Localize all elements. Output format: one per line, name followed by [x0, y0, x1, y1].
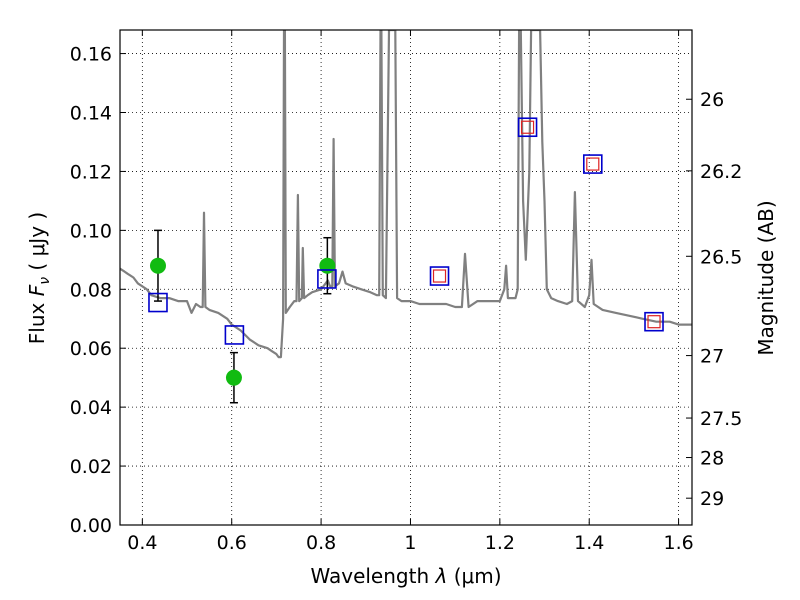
upper-point	[586, 157, 600, 171]
right-axis-label: Magnitude (AB)	[754, 200, 778, 355]
x-axis-label-symbol: λ	[435, 564, 448, 588]
model-point	[148, 292, 168, 313]
x-axis-label-unit: (μm)	[454, 564, 502, 588]
x-tick-label: 0.8	[306, 532, 336, 554]
model-point	[644, 311, 664, 332]
observed-point	[149, 257, 166, 274]
right-tick-label: 26	[700, 89, 724, 111]
x-axis-label-text: Wavelength	[310, 564, 429, 588]
spectrum-line	[120, 30, 692, 359]
x-tick-label: 0.4	[127, 532, 157, 554]
y-axis-label-unit: ( μJy )	[25, 212, 49, 271]
x-tick-label: 1.2	[485, 532, 515, 554]
x-tick-label: 1.6	[663, 532, 693, 554]
y-tick-label: 0.02	[70, 456, 112, 478]
plot-area	[120, 30, 692, 359]
observed-point	[319, 257, 336, 274]
plot-frame	[119, 29, 693, 526]
y-axis-label-subscript: ν	[37, 277, 53, 285]
x-tick-label: 1	[404, 532, 416, 554]
model-point	[317, 269, 337, 289]
x-tick-label: 1.4	[574, 532, 604, 554]
right-tick-label: 29	[700, 488, 724, 510]
x-axis-label: Wavelength λ (μm)	[310, 564, 501, 588]
right-tick-label: 27	[700, 346, 724, 368]
y-tick-label: 0.06	[70, 338, 112, 360]
y-tick-label: 0.14	[70, 103, 112, 125]
y-tick-label: 0.10	[70, 220, 112, 242]
right-tick-label: 26.5	[700, 246, 742, 268]
y-axis-label-text: Flux	[25, 302, 49, 344]
y-axis-label-symbol: F	[25, 284, 49, 296]
y-tick-label: 0.00	[70, 515, 112, 537]
observed-point	[225, 369, 242, 386]
right-tick-label: 27.5	[700, 408, 742, 430]
y-tick-label: 0.04	[70, 397, 112, 419]
model-point	[224, 325, 245, 345]
right-tick-label: 26.2	[700, 161, 742, 183]
right-tick-label: 28	[700, 448, 724, 470]
y-axis-label: Flux Fν ( μJy )	[25, 212, 53, 344]
y-tick-label: 0.08	[70, 279, 112, 301]
upper-point	[520, 120, 535, 134]
model-point	[582, 154, 603, 174]
axis-ticks: 0.4 0.6 0.8 1 1.2 1.4 1.6 0.00 0.02 0.04 0.06 0.08 0…	[70, 30, 742, 554]
model-point	[517, 117, 538, 138]
model-point	[429, 266, 450, 286]
upper-point	[432, 269, 447, 283]
y-tick-label: 0.12	[70, 161, 112, 183]
markers	[148, 117, 664, 404]
y-tick-label: 0.16	[70, 44, 112, 66]
x-tick-label: 0.6	[217, 532, 247, 554]
upper-point	[647, 315, 661, 329]
